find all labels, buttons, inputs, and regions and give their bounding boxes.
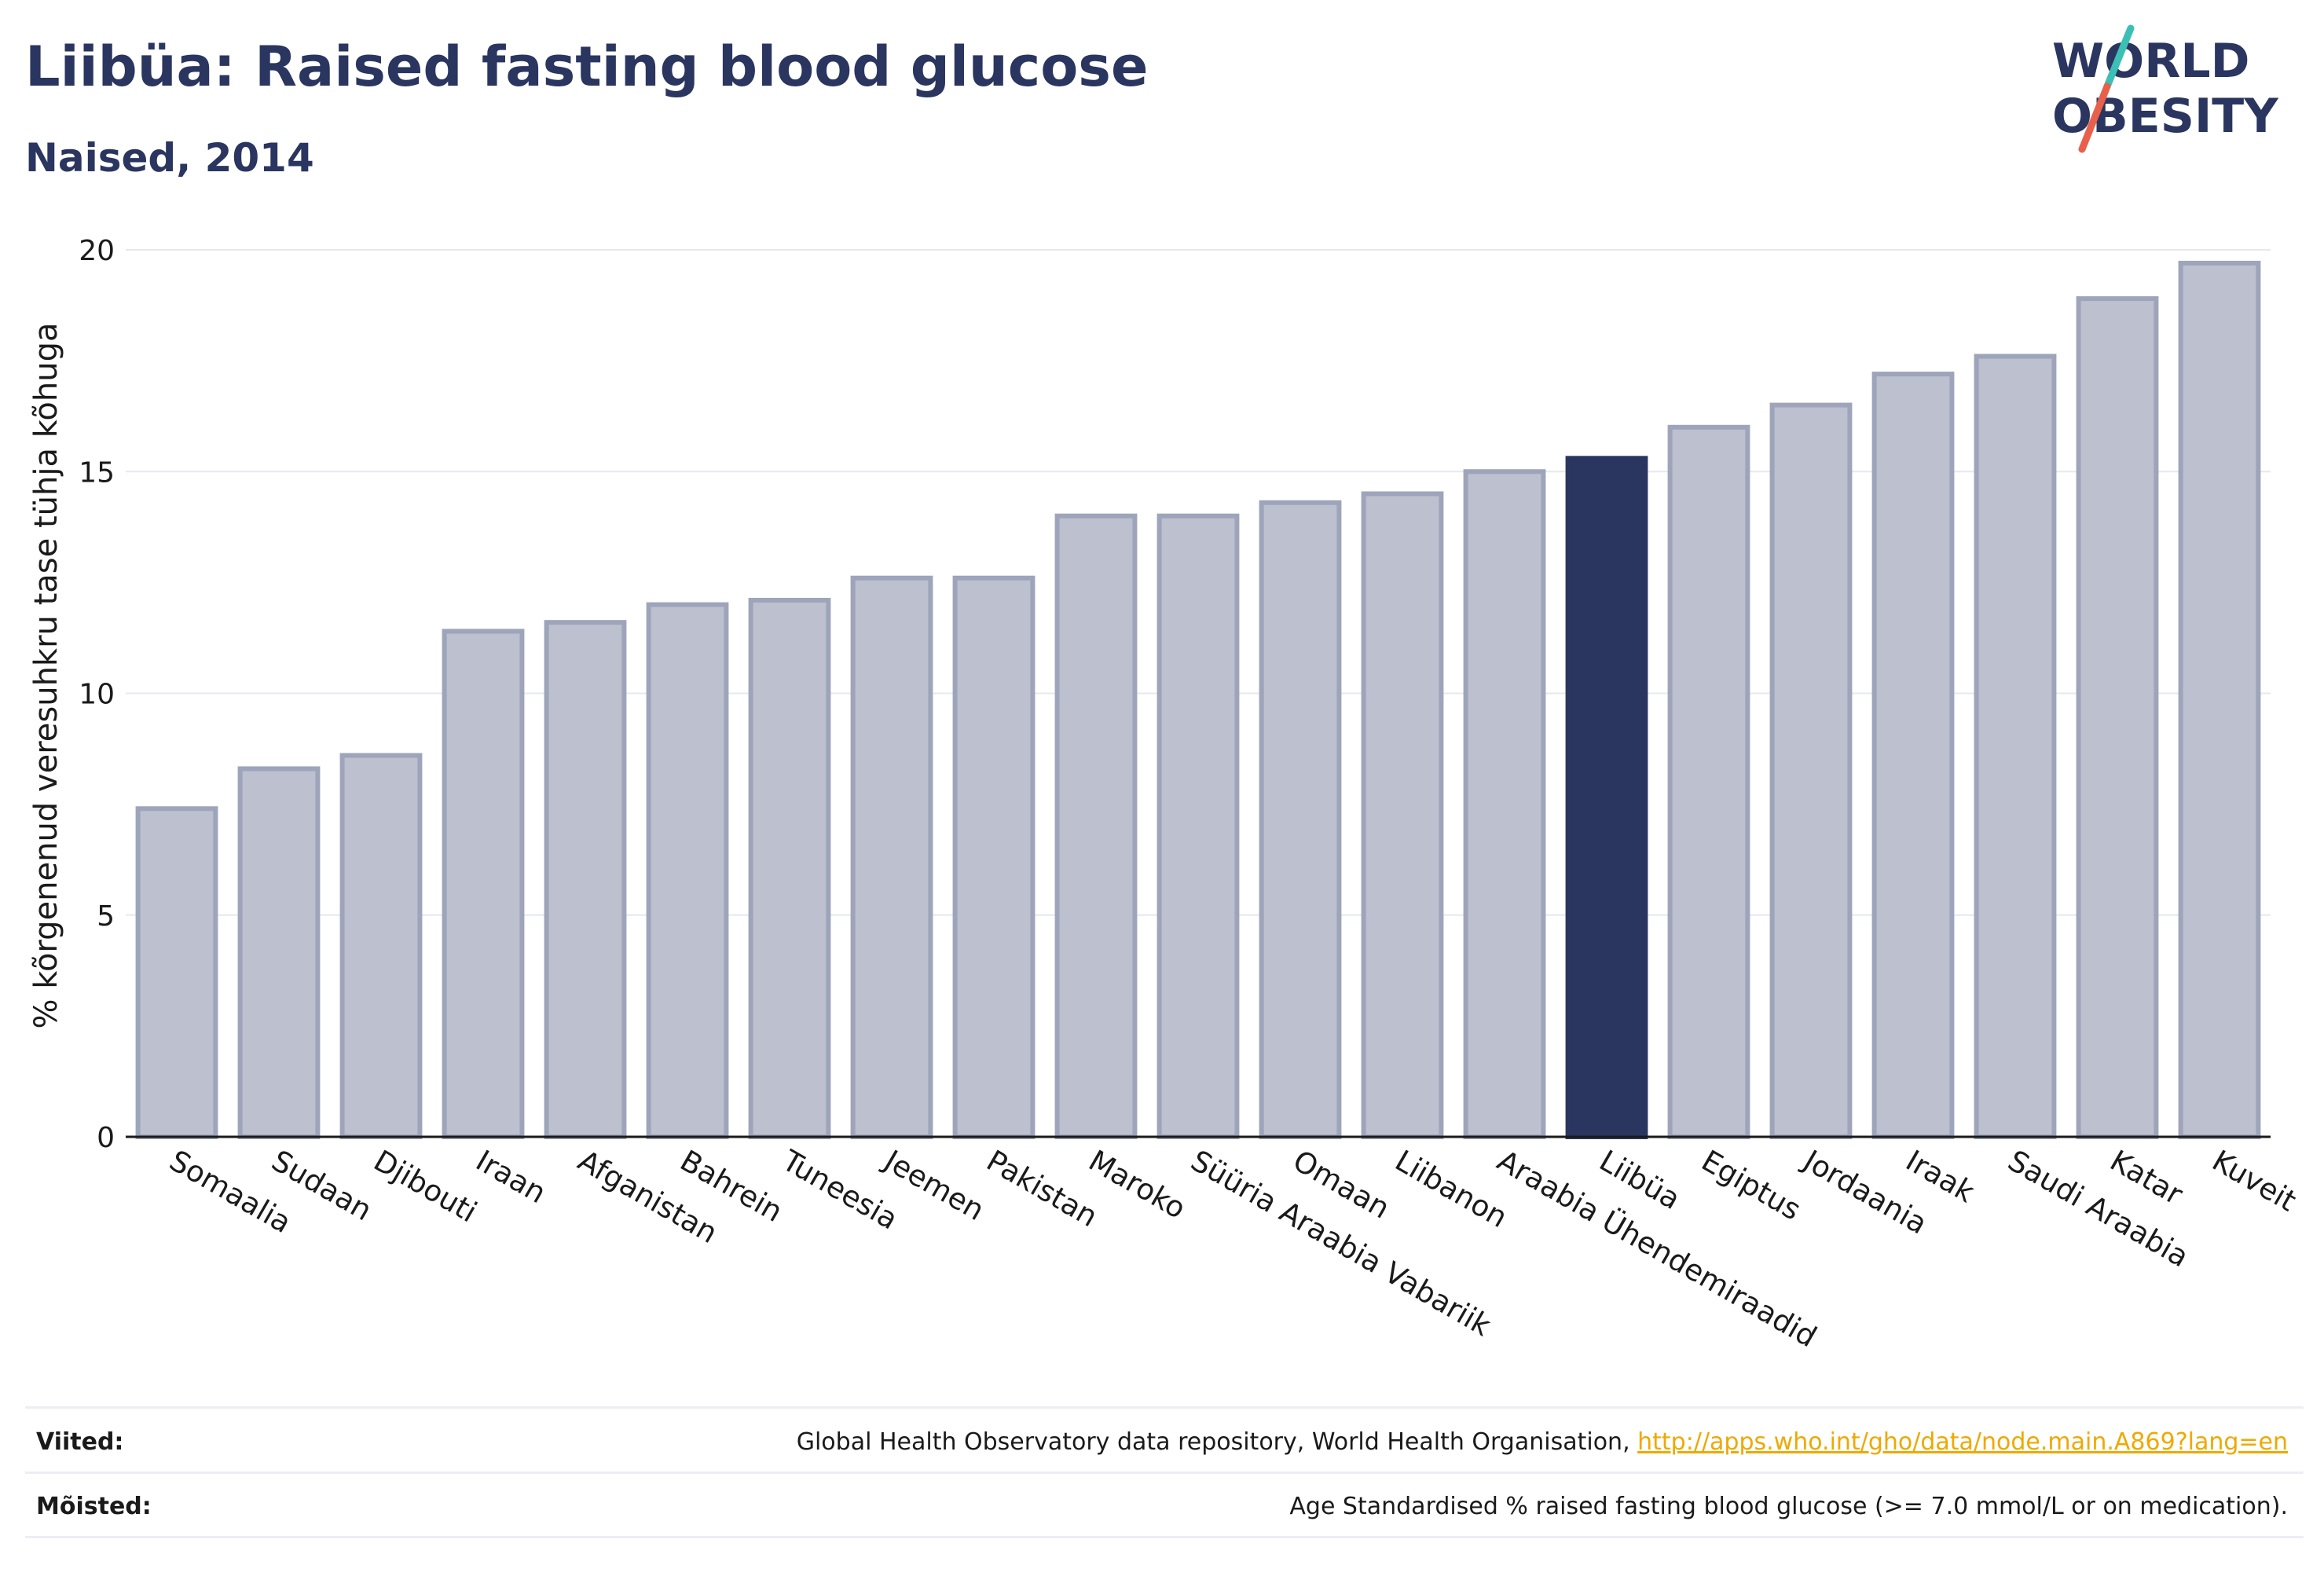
bar[interactable]	[442, 629, 525, 1139]
bar[interactable]	[1054, 513, 1138, 1139]
y-tick-label: 20	[79, 235, 115, 267]
bar[interactable]	[544, 620, 627, 1139]
sources-text: Global Health Observatory data repositor…	[797, 1428, 2288, 1456]
x-tick-label: Maroko	[1083, 1144, 1192, 1226]
bar-highlight[interactable]	[1565, 456, 1648, 1139]
world-obesity-logo: WORLD OBESITY	[2052, 24, 2279, 153]
y-axis-label: % kõrgenenud veresuhkru tase tühja kõhug…	[28, 322, 64, 1028]
sources-description: Global Health Observatory data repositor…	[796, 1428, 1638, 1456]
sources-link[interactable]: http://apps.who.int/gho/data/node.main.A…	[1637, 1428, 2288, 1456]
bar[interactable]	[1361, 491, 1444, 1139]
footer-divider-middle	[25, 1472, 2304, 1474]
x-tick-label: Djibouti	[368, 1144, 483, 1230]
y-tick-label: 15	[79, 456, 115, 489]
logo-slash-coral	[2078, 82, 2111, 153]
x-tick-label: Iraan	[471, 1144, 552, 1211]
bar[interactable]	[1769, 402, 1853, 1139]
definitions-text: Age Standardised % raised fasting blood …	[1289, 1493, 2288, 1520]
bar[interactable]	[748, 597, 831, 1139]
footer-divider-bottom	[25, 1536, 2304, 1538]
logo-slash-teal	[2103, 24, 2135, 90]
bar[interactable]	[646, 602, 729, 1139]
bar[interactable]	[237, 766, 321, 1140]
chart-title: Liibüa: Raised fasting blood glucose	[25, 35, 1149, 99]
x-tick-label: Tuneesia	[776, 1143, 904, 1237]
bar[interactable]	[1157, 513, 1240, 1139]
bar[interactable]	[952, 575, 1036, 1139]
bar[interactable]	[1667, 424, 1750, 1139]
bar[interactable]	[135, 806, 218, 1140]
bars	[135, 260, 2261, 1140]
logo-text-world: WORLD	[2052, 34, 2249, 89]
x-tick-label: Egiptus	[1696, 1144, 1807, 1227]
x-tick-label: Liibanon	[1390, 1144, 1513, 1235]
bar[interactable]	[2178, 260, 2261, 1139]
bar[interactable]	[1463, 469, 1546, 1139]
bar[interactable]	[1974, 354, 2057, 1140]
bar[interactable]	[850, 575, 933, 1139]
y-tick-label: 5	[97, 900, 115, 933]
bar[interactable]	[1259, 500, 1342, 1139]
bar[interactable]	[339, 753, 423, 1140]
footer-divider-top	[25, 1406, 2304, 1409]
bar[interactable]	[1871, 372, 1955, 1139]
chart-subtitle: Naised, 2014	[25, 135, 314, 181]
x-tick-label: Pakistan	[981, 1144, 1104, 1234]
y-tick-label: 0	[97, 1122, 115, 1154]
x-tick-label: Kuveit	[2207, 1144, 2302, 1219]
y-tick-label: 10	[79, 679, 115, 711]
axes: 0 5 10 15 20	[79, 235, 2271, 1154]
bar[interactable]	[2076, 296, 2159, 1140]
sources-label: Viited:	[36, 1428, 124, 1456]
x-tick-label: Saudi Araabia	[2003, 1144, 2194, 1274]
definitions-label: Mõisted:	[36, 1493, 152, 1520]
